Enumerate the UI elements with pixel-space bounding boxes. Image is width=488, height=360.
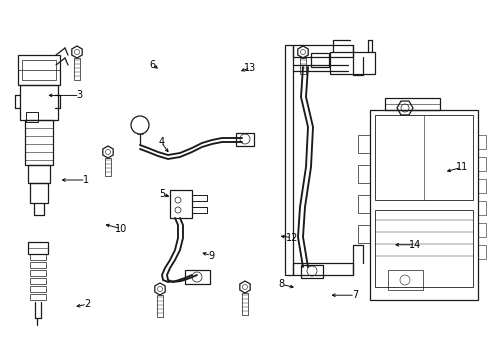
Bar	[30, 286, 46, 292]
Bar	[384, 98, 439, 110]
Text: 10: 10	[115, 224, 127, 234]
Bar	[18, 55, 60, 85]
Bar	[357, 165, 369, 183]
Text: 5: 5	[159, 189, 165, 199]
Bar	[242, 293, 247, 315]
Bar	[28, 165, 50, 183]
Bar	[157, 295, 163, 317]
Bar	[299, 58, 305, 74]
Bar	[30, 270, 46, 276]
Text: 7: 7	[351, 290, 357, 300]
Bar	[292, 45, 352, 57]
Text: 4: 4	[158, 137, 164, 147]
Bar	[285, 45, 292, 275]
Bar	[20, 85, 58, 120]
Text: 12: 12	[285, 233, 298, 243]
Bar	[26, 112, 38, 122]
Bar	[30, 278, 46, 284]
Text: 3: 3	[77, 90, 82, 100]
Bar	[357, 225, 369, 243]
Bar	[30, 294, 46, 300]
Text: 6: 6	[149, 60, 155, 70]
Bar	[25, 120, 53, 165]
Bar	[477, 201, 485, 215]
Bar	[477, 179, 485, 193]
Bar	[477, 223, 485, 237]
Text: 8: 8	[278, 279, 284, 289]
Bar	[357, 135, 369, 153]
Bar	[477, 135, 485, 149]
Text: 9: 9	[208, 251, 214, 261]
Bar	[192, 207, 206, 213]
Bar	[374, 115, 472, 200]
Bar	[30, 254, 46, 260]
Bar	[22, 60, 56, 80]
Bar	[28, 242, 48, 254]
Bar	[30, 183, 48, 203]
Bar	[369, 110, 477, 300]
Bar	[329, 52, 374, 74]
Bar	[477, 245, 485, 259]
Bar	[236, 133, 253, 146]
Bar	[357, 195, 369, 213]
Text: 14: 14	[407, 240, 420, 250]
Bar	[184, 270, 209, 284]
Bar	[301, 265, 323, 278]
Bar	[387, 270, 422, 290]
Text: 1: 1	[82, 175, 88, 185]
Bar	[192, 195, 206, 201]
Text: 13: 13	[244, 63, 256, 73]
Bar	[292, 263, 352, 275]
Text: 2: 2	[84, 299, 90, 309]
Bar	[105, 158, 111, 176]
Bar	[170, 190, 192, 218]
Text: 11: 11	[454, 162, 467, 172]
Bar	[374, 210, 472, 287]
Bar	[74, 58, 80, 80]
Bar	[477, 157, 485, 171]
Bar	[30, 262, 46, 268]
Bar	[310, 53, 328, 67]
